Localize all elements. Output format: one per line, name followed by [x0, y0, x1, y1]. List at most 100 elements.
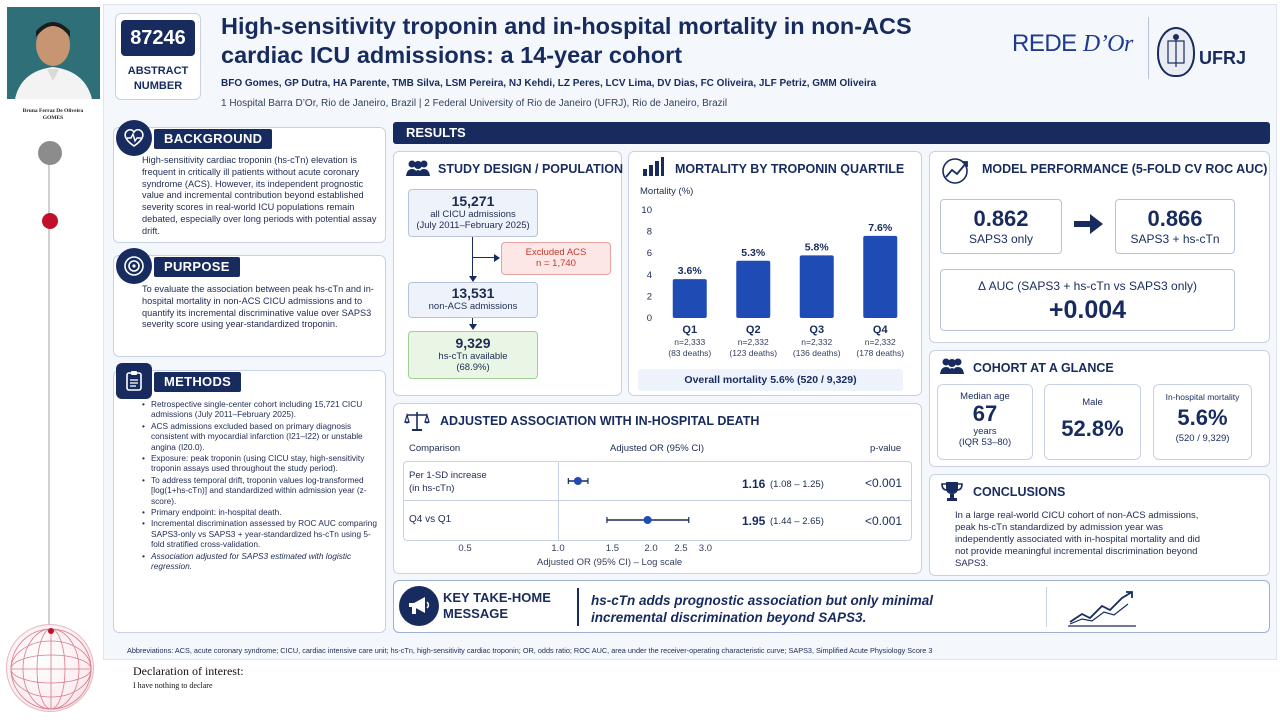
- methods-item: ACS admissions excluded based on primary…: [140, 421, 380, 452]
- flow-available-label: hs-cTn available: [438, 351, 508, 362]
- auc-saps3-value: 0.862: [973, 206, 1029, 231]
- auc-combined-value: 0.866: [1147, 206, 1203, 231]
- x-tick-label: 0.5: [458, 543, 471, 554]
- abbreviations: Abbreviations: ACS, acute coronary syndr…: [127, 646, 933, 655]
- bar-deaths-label: (178 deaths): [856, 348, 904, 358]
- timeline-track: [48, 150, 50, 630]
- forest-row-1-p: <0.001: [865, 476, 903, 490]
- x-tick-label: 2.0: [644, 543, 657, 554]
- trophy-icon: [941, 480, 963, 507]
- bar-n-label: n=2,332: [801, 337, 832, 347]
- abstract-label: ABSTRACT NUMBER: [115, 64, 201, 94]
- y-tick-label: 4: [647, 270, 652, 281]
- mortality-title: MORTALITY BY TROPONIN QUARTILE: [675, 162, 905, 176]
- scale-icon: [404, 410, 430, 437]
- authors: BFO Gomes, GP Dutra, HA Parente, TMB Sil…: [221, 78, 877, 89]
- bar-value-label: 7.6%: [868, 222, 893, 234]
- background-text: High-sensitivity cardiac troponin (hs-cT…: [142, 155, 377, 236]
- flow-non-acs-count: 13,531: [451, 285, 495, 301]
- flow-all-count: 15,271: [451, 193, 495, 209]
- x-tick-label: Q4: [873, 324, 889, 336]
- median-age-iqr: (IQR 53–80): [958, 437, 1012, 448]
- forest-col-comparison: Comparison: [409, 443, 461, 454]
- x-tick-label: 2.5: [674, 543, 687, 554]
- clipboard-glyph: [126, 371, 142, 391]
- forest-row-2-ci: (1.44 – 2.65): [770, 516, 824, 527]
- presenter-silhouette-icon: [7, 7, 100, 99]
- forest-row-1-or: 1.16: [742, 477, 766, 491]
- clipboard-icon: [116, 363, 152, 399]
- auc-saps3-plus-hsctn: 0.866 SAPS3 + hs-cTn: [1115, 199, 1235, 254]
- x-tick-label: Q1: [682, 324, 697, 336]
- delta-auc-label: Δ AUC (SAPS3 + hs-cTn vs SAPS3 only): [977, 279, 1198, 293]
- inhospital-mortality-value: 5.6%: [1177, 405, 1228, 430]
- male-value: 52.8%: [1061, 416, 1124, 441]
- forest-row-2-or: 1.95: [742, 514, 766, 528]
- methods-list: Retrospective single-center cohort inclu…: [140, 399, 380, 573]
- bar-value-label: 5.8%: [805, 241, 830, 253]
- takehome-title-line2: MESSAGE: [443, 606, 509, 621]
- background-heading: BACKGROUND: [154, 129, 273, 149]
- bar-n-label: n=2,332: [865, 337, 896, 347]
- takehome-divider: [577, 588, 579, 626]
- trend-glyph: [942, 158, 968, 184]
- bar-value-label: 5.3%: [741, 247, 766, 259]
- crest-emblem-icon: [1167, 34, 1185, 67]
- people-glyph: [406, 160, 430, 176]
- presenter-name-line2: GOMES: [42, 115, 64, 122]
- bar-value-label: 3.6%: [678, 265, 703, 277]
- affiliations: 1 Hospital Barra D’Or, Rio de Janeiro, B…: [221, 98, 728, 109]
- bar-n-label: n=2,332: [738, 337, 769, 347]
- timeline-dot-past[interactable]: [38, 141, 62, 165]
- presenter-photo: [7, 7, 100, 99]
- overall-mortality-banner: Overall mortality 5.6% (520 / 9,329): [638, 369, 903, 391]
- flow-available-count: 9,329: [455, 335, 491, 351]
- takehome-title: KEY TAKE-HOME MESSAGE: [443, 590, 551, 622]
- x-tick-label: 3.0: [699, 543, 712, 554]
- purpose-text: To evaluate the association between peak…: [142, 284, 374, 330]
- people-icon: [405, 159, 431, 182]
- logo-divider: [1148, 17, 1149, 79]
- x-tick-label: 1.0: [551, 543, 564, 554]
- median-age-label: Median age: [960, 391, 1010, 402]
- bar-chart-glyph: [643, 157, 664, 176]
- takehome-card: [393, 580, 1270, 633]
- takehome-title-line1: KEY TAKE-HOME: [443, 590, 551, 605]
- forest-col-p: p-value: [870, 443, 902, 454]
- inhospital-mortality-label: In-hospital mortality: [1165, 392, 1240, 402]
- bar-chart-icon: [642, 157, 664, 182]
- methods-item: Exposure: peak troponin (using CICU stay…: [140, 453, 380, 474]
- declaration-text: I have nothing to declare: [133, 681, 213, 690]
- auc-saps3-label: SAPS3 only: [968, 232, 1034, 246]
- timeline-dot-current[interactable]: [42, 213, 58, 229]
- inhospital-mortality-box: In-hospital mortality 5.6% (520 / 9,329): [1153, 384, 1252, 460]
- megaphone-icon: [399, 586, 439, 626]
- poster-title-line2: cardiac ICU admissions: a 14-year cohort: [221, 42, 683, 68]
- poster-title: High-sensitivity troponin and in-hospita…: [221, 12, 1001, 70]
- conclusions-title: CONCLUSIONS: [973, 485, 1066, 499]
- trophy-glyph: [941, 482, 963, 501]
- trend-chart-icon: [941, 157, 971, 190]
- globe-icon: [10, 628, 92, 710]
- takehome-divider-right: [1046, 587, 1047, 627]
- model-title: MODEL PERFORMANCE (5-FOLD CV ROC AUC): [982, 162, 1268, 176]
- megaphone-glyph: [409, 597, 430, 614]
- arrow-head-down-icon: [469, 276, 477, 282]
- methods-item: Retrospective single-center cohort inclu…: [140, 399, 380, 420]
- bar-n-label: n=2,333: [674, 337, 705, 347]
- conclusions-card: [929, 474, 1270, 576]
- forest-reference-line: [558, 462, 559, 540]
- forest-table: [403, 461, 912, 541]
- forest-col-or: Adjusted OR (95% CI): [610, 443, 704, 454]
- forest-row-2-label: Q4 vs Q1: [409, 514, 452, 525]
- bar-deaths-label: (123 deaths): [729, 348, 777, 358]
- globe-logo: [6, 624, 94, 712]
- abstract-label-line2: NUMBER: [133, 80, 183, 92]
- methods-item: Incremental discrimination assessed by R…: [140, 518, 380, 549]
- flow-non-acs: 13,531 non-ACS admissions: [408, 282, 538, 318]
- methods-item: To address temporal drift, troponin valu…: [140, 475, 380, 506]
- flow-excluded-label: Excluded ACS: [525, 247, 587, 258]
- cohort-title: COHORT AT A GLANCE: [973, 361, 1114, 375]
